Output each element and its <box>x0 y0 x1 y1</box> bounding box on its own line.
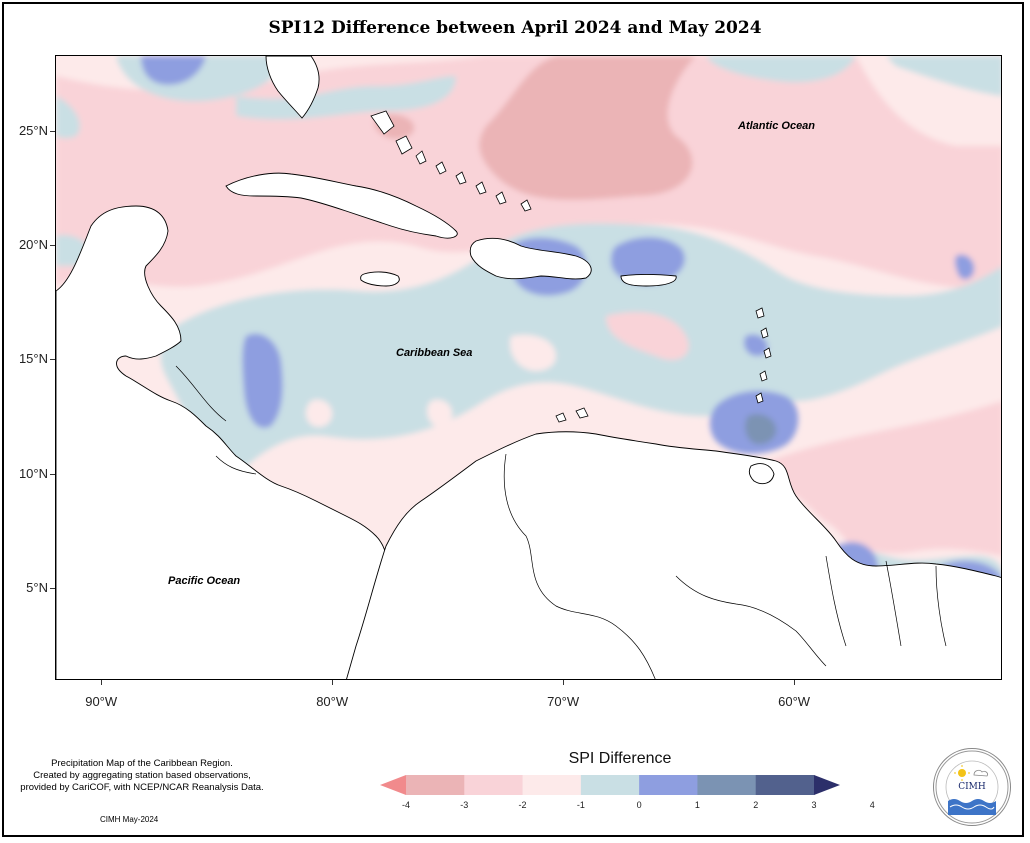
legend-colorbar <box>380 775 840 795</box>
legend-swatch <box>464 775 524 795</box>
x-tick-label: 90°W <box>85 694 118 709</box>
legend-tick-label: -4 <box>401 800 410 810</box>
borders <box>175 365 947 679</box>
caribbean-sea-label: Caribbean Sea <box>396 347 473 359</box>
y-tick-label: 15°N <box>18 351 48 367</box>
y-tick-label: 10°N <box>18 465 48 481</box>
credit-text: CIMH May-2024 <box>100 815 159 824</box>
x-tick-mark <box>563 680 565 685</box>
map-title: SPI12 Difference between April 2024 and … <box>268 18 762 38</box>
legend-tick-label: 2 <box>753 800 759 810</box>
x-tick-label: 70°W <box>547 694 580 709</box>
legend-tick-label: -3 <box>460 800 469 810</box>
x-tick-mark <box>332 680 334 685</box>
legend-swatch <box>639 775 698 795</box>
cimh-logo: CIMH <box>933 748 1011 826</box>
legend-arrow-high <box>814 775 840 795</box>
note-line-3: provided by CariCOF, with NCEP/NCAR Rean… <box>20 782 264 793</box>
legend-tick-label: -1 <box>576 800 585 810</box>
x-tick-mark <box>794 680 796 685</box>
legend-swatch <box>697 775 757 795</box>
legend-tick-label: 0 <box>636 800 642 810</box>
legend-tick-label: 3 <box>811 800 817 810</box>
x-tick-label: 60°W <box>778 694 811 709</box>
legend-swatch <box>406 775 465 795</box>
pacific-ocean-label: Pacific Ocean <box>168 575 241 587</box>
note-line-2: Created by aggregating station based obs… <box>33 770 251 781</box>
legend-tick-label: 1 <box>694 800 700 810</box>
note-line-1: Precipitation Map of the Caribbean Regio… <box>51 758 233 769</box>
legend-swatch <box>580 775 640 795</box>
legend-arrow-low <box>380 775 406 795</box>
legend-swatch <box>522 775 582 795</box>
x-tick-mark <box>101 680 103 685</box>
y-tick-label: 25°N <box>18 122 48 138</box>
y-tick-mark <box>50 359 55 361</box>
y-tick-mark <box>50 473 55 475</box>
logo-abbr: CIMH <box>958 782 986 792</box>
landmasses <box>56 56 1001 679</box>
map-description: Precipitation Map of the Caribbean Regio… <box>8 758 276 794</box>
legend-tick-label: 4 <box>869 800 875 810</box>
y-tick-label: 5°N <box>26 580 48 596</box>
y-tick-mark <box>50 245 55 247</box>
y-tick-mark <box>50 130 55 132</box>
atlantic-ocean-label: Atlantic Ocean <box>738 120 816 132</box>
y-tick-label: 20°N <box>18 237 48 253</box>
small-islands <box>370 110 772 423</box>
spi-difference-map <box>56 56 1001 679</box>
legend-swatch <box>755 775 815 795</box>
map-panel <box>55 55 1002 680</box>
y-tick-mark <box>50 588 55 590</box>
legend-title: SPI Difference <box>568 750 672 767</box>
x-tick-label: 80°W <box>316 694 349 709</box>
legend-tick-label: -2 <box>518 800 527 810</box>
